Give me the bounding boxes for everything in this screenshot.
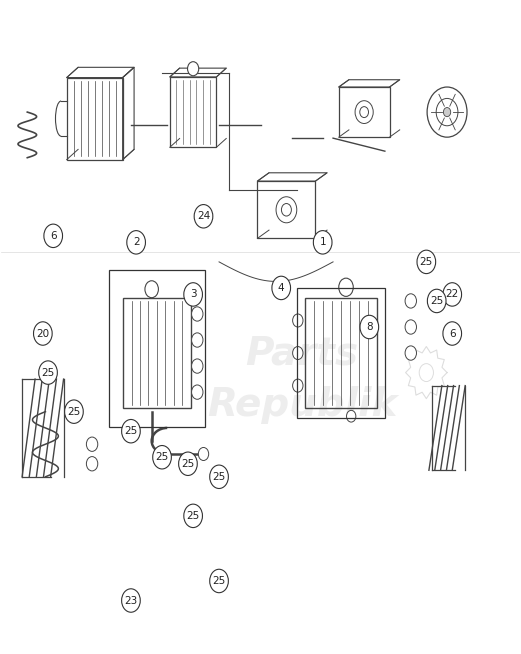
Circle shape	[427, 87, 467, 137]
Circle shape	[179, 452, 197, 475]
Circle shape	[443, 283, 462, 306]
Text: Parts: Parts	[245, 334, 358, 372]
Circle shape	[293, 379, 303, 392]
Bar	[305, 298, 377, 408]
Text: 25: 25	[187, 511, 200, 521]
Text: 25: 25	[213, 472, 226, 482]
Circle shape	[199, 447, 209, 460]
Text: 24: 24	[197, 211, 210, 221]
Circle shape	[192, 359, 203, 373]
Bar	[109, 270, 205, 426]
Circle shape	[405, 320, 416, 334]
Circle shape	[276, 197, 297, 223]
Circle shape	[121, 589, 140, 612]
Circle shape	[355, 101, 373, 124]
Circle shape	[346, 410, 356, 422]
Circle shape	[184, 283, 203, 306]
Text: 6: 6	[449, 328, 455, 339]
Circle shape	[281, 203, 291, 216]
Text: 25: 25	[181, 458, 194, 469]
Circle shape	[436, 98, 458, 126]
Circle shape	[360, 315, 379, 339]
Text: 25: 25	[67, 407, 81, 417]
Circle shape	[339, 278, 353, 296]
Circle shape	[39, 361, 57, 385]
Circle shape	[293, 347, 303, 360]
Circle shape	[145, 281, 158, 298]
Text: 6: 6	[50, 231, 56, 241]
Text: 4: 4	[278, 283, 284, 293]
Circle shape	[194, 205, 213, 228]
Circle shape	[33, 322, 52, 345]
Circle shape	[405, 294, 416, 308]
Text: 25: 25	[125, 426, 138, 436]
Circle shape	[192, 385, 203, 400]
Circle shape	[153, 445, 171, 469]
Text: 22: 22	[445, 290, 459, 300]
Circle shape	[210, 465, 228, 489]
Circle shape	[192, 333, 203, 347]
Circle shape	[405, 346, 416, 360]
Circle shape	[272, 276, 291, 300]
Circle shape	[210, 569, 228, 593]
Circle shape	[443, 107, 451, 116]
Circle shape	[417, 250, 436, 273]
Circle shape	[127, 231, 145, 254]
Circle shape	[86, 456, 98, 471]
Text: 25: 25	[41, 368, 55, 377]
Circle shape	[121, 419, 140, 443]
Circle shape	[44, 224, 63, 248]
Bar	[297, 288, 385, 418]
Bar	[123, 298, 191, 408]
Circle shape	[86, 437, 98, 451]
Text: 2: 2	[133, 237, 140, 247]
Text: 23: 23	[125, 596, 138, 606]
Circle shape	[419, 364, 433, 381]
Circle shape	[360, 107, 368, 118]
Circle shape	[192, 307, 203, 321]
Circle shape	[188, 61, 199, 76]
Circle shape	[65, 400, 83, 423]
Circle shape	[293, 314, 303, 327]
Text: 25: 25	[420, 257, 433, 267]
Text: 8: 8	[366, 322, 373, 332]
Text: 20: 20	[36, 328, 49, 339]
Circle shape	[443, 322, 462, 345]
Text: 25: 25	[213, 576, 226, 586]
Circle shape	[313, 231, 332, 254]
Circle shape	[184, 504, 203, 528]
Text: Republik: Republik	[207, 386, 397, 424]
Text: 25: 25	[155, 453, 169, 462]
Text: 25: 25	[430, 296, 443, 306]
Text: 1: 1	[319, 237, 326, 247]
Circle shape	[427, 289, 446, 313]
Text: 3: 3	[190, 290, 196, 300]
